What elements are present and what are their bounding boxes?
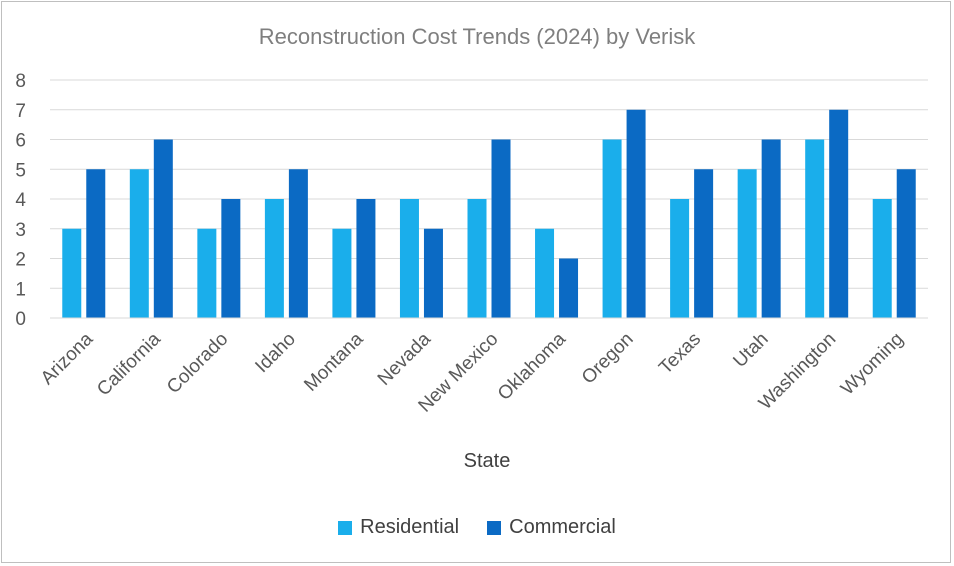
bar-commercial-new-mexico bbox=[491, 139, 511, 318]
bar-residential-texas bbox=[670, 199, 690, 318]
y-tick-label: 1 bbox=[15, 279, 26, 300]
x-tick-label: Arizona bbox=[37, 328, 98, 389]
bar-commercial-california bbox=[153, 139, 173, 318]
y-tick-label: 3 bbox=[15, 220, 26, 241]
legend-swatch-commercial bbox=[487, 520, 502, 535]
x-tick-label: Idaho bbox=[251, 329, 299, 377]
bar-residential-arizona bbox=[62, 228, 82, 318]
x-tick-label: California bbox=[93, 328, 165, 400]
bar-residential-california bbox=[129, 169, 149, 318]
x-tick-label: Montana bbox=[300, 328, 367, 395]
bar-residential-utah bbox=[737, 169, 757, 318]
x-tick-label: Utah bbox=[729, 329, 772, 372]
y-tick-label: 0 bbox=[15, 309, 26, 330]
legend-item-commercial: Commercial bbox=[487, 516, 616, 539]
bar-residential-oregon bbox=[602, 139, 622, 318]
bar-residential-montana bbox=[332, 228, 352, 318]
bar-commercial-montana bbox=[356, 199, 376, 318]
chart-title: Reconstruction Cost Trends (2024) by Ver… bbox=[258, 24, 696, 49]
bar-commercial-arizona bbox=[86, 169, 106, 318]
x-tick-label: Oklahoma bbox=[494, 328, 570, 404]
bar-commercial-colorado bbox=[221, 199, 241, 318]
bar-residential-washington bbox=[805, 139, 825, 318]
y-tick-label: 5 bbox=[15, 160, 26, 181]
y-tick-label: 2 bbox=[15, 250, 26, 271]
x-tick-label: Nevada bbox=[374, 328, 435, 389]
bar-commercial-washington bbox=[829, 109, 849, 318]
bar-commercial-nevada bbox=[423, 228, 443, 318]
x-tick-label: Wyoming bbox=[837, 329, 908, 400]
bar-residential-idaho bbox=[264, 199, 284, 318]
bar-commercial-texas bbox=[694, 169, 714, 318]
y-tick-label: 8 bbox=[15, 71, 26, 92]
legend-label-commercial: Commercial bbox=[509, 516, 616, 538]
bar-commercial-wyoming bbox=[896, 169, 916, 318]
bar-residential-nevada bbox=[399, 199, 419, 318]
y-tick-label: 4 bbox=[15, 190, 26, 211]
y-tick-label: 7 bbox=[15, 101, 26, 122]
bar-commercial-oregon bbox=[626, 109, 646, 318]
x-axis-title: State bbox=[463, 450, 511, 472]
y-tick-label: 6 bbox=[15, 131, 26, 152]
legend-label-residential: Residential bbox=[360, 516, 460, 538]
bar-commercial-utah bbox=[761, 139, 781, 318]
x-tick-label: Texas bbox=[655, 329, 705, 379]
bar-residential-wyoming bbox=[872, 199, 892, 318]
bar-residential-oklahoma bbox=[535, 228, 555, 318]
x-tick-label: Oregon bbox=[578, 329, 638, 389]
x-tick-label: Colorado bbox=[163, 329, 232, 398]
bar-commercial-oklahoma bbox=[559, 258, 579, 318]
bar-residential-colorado bbox=[197, 228, 217, 318]
bar-commercial-idaho bbox=[288, 169, 308, 318]
legend-item-residential: Residential bbox=[338, 516, 459, 539]
legend-swatch-residential bbox=[338, 520, 353, 535]
bar-residential-new-mexico bbox=[467, 199, 487, 318]
legend: Residential Commercial bbox=[0, 516, 954, 539]
